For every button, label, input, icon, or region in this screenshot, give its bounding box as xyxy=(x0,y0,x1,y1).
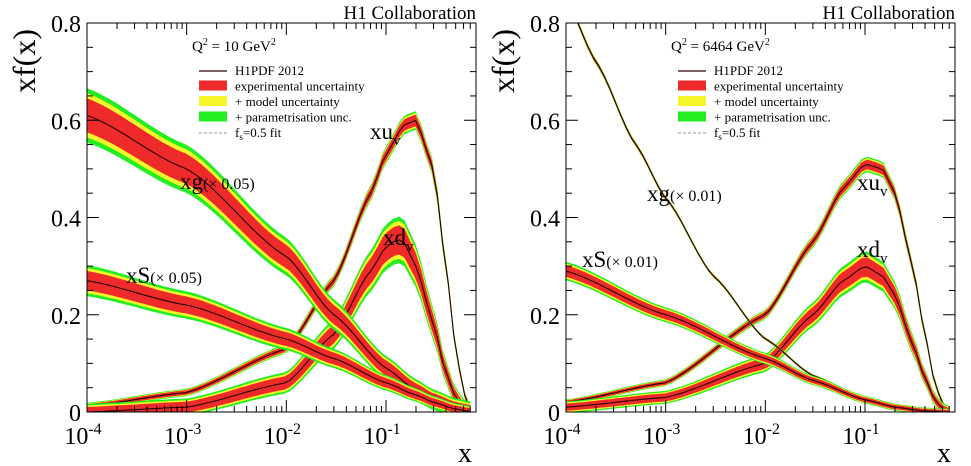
y-tick-label: 0.8 xyxy=(530,12,560,38)
xg-exp-band xyxy=(87,98,471,412)
x-tick-label: 10-2 xyxy=(743,421,780,450)
xdv-central-line xyxy=(87,239,471,412)
legend-fit-label: fs=0.5 fit xyxy=(235,125,282,142)
legend-exp-label: experimental uncertainty xyxy=(235,79,365,94)
collaboration-label: H1 Collaboration xyxy=(823,3,956,24)
q2-label: Q2 = 10 GeV2 xyxy=(192,37,276,55)
legend-model-label: + model uncertainty xyxy=(714,94,819,109)
xuv-central-line xyxy=(566,163,950,412)
collaboration-label: H1 Collaboration xyxy=(344,3,477,24)
legend-param-label: + parametrisation unc. xyxy=(714,110,831,125)
y-axis-title: xf(x) xyxy=(6,29,42,93)
x-tick-label: 10-3 xyxy=(164,421,201,450)
xg-central-line xyxy=(87,114,471,412)
x-tick-label: 10-4 xyxy=(64,421,101,450)
plot-area xyxy=(87,88,471,412)
legend-param-swatch xyxy=(199,111,227,122)
label-xg: xg(× 0.05) xyxy=(180,169,255,194)
chart-panel-1: 0 0.2 0.4 0.6 0.8 10-4 10-3 10-2 10-1 xf(x) x H1 Co… xyxy=(6,3,477,466)
x-tick-label: 10-1 xyxy=(842,421,879,450)
y-tick-label: 0 xyxy=(548,401,560,427)
label-xdv: xdv xyxy=(857,237,888,267)
y-tick-label: 0.4 xyxy=(530,207,560,233)
xg-exp-band xyxy=(577,23,950,412)
xuv-central-line xyxy=(87,119,471,410)
label-xuv: xuv xyxy=(857,170,888,200)
legend-exp-swatch xyxy=(678,80,706,91)
y-tick-label: 0.2 xyxy=(51,304,81,330)
y-tick-label: 0 xyxy=(69,401,81,427)
xS-central-line xyxy=(566,270,950,412)
xg-central-line xyxy=(577,23,950,412)
legend-exp-swatch xyxy=(199,80,227,91)
x-tick-label: 10-2 xyxy=(264,421,301,450)
legend-exp-label: experimental uncertainty xyxy=(714,79,844,94)
legend-central-label: H1PDF 2012 xyxy=(714,63,783,78)
y-tick-label: 0.6 xyxy=(51,109,81,135)
plot-area xyxy=(566,23,950,412)
xuv-exp-band xyxy=(87,114,471,412)
x-tick-label: 10-1 xyxy=(363,421,400,450)
y-axis-title: xf(x) xyxy=(485,29,521,93)
legend-model-swatch xyxy=(199,96,227,106)
label-xg: xg(× 0.01) xyxy=(647,181,722,206)
xg-model-band xyxy=(576,23,950,412)
legend-fit-label: fs=0.5 fit xyxy=(714,125,761,142)
q2-label: Q2 = 6464 GeV2 xyxy=(671,37,770,55)
legend-model-label: + model uncertainty xyxy=(235,94,340,109)
label-xs: xS(× 0.01) xyxy=(582,247,658,272)
label-xuv: xuv xyxy=(370,119,401,149)
label-xs: xS(× 0.05) xyxy=(126,263,202,288)
xdv-exp-band xyxy=(87,225,471,412)
legend-param-label: + parametrisation unc. xyxy=(235,110,352,125)
xS-exp-band xyxy=(87,271,471,412)
x-axis-title: x xyxy=(937,438,951,466)
y-tick-label: 0.6 xyxy=(530,109,560,135)
xg-param-band xyxy=(576,23,950,412)
x-axis-title: x xyxy=(458,438,472,466)
y-tick-label: 0.8 xyxy=(51,12,81,38)
legend-param-swatch xyxy=(678,111,706,122)
label-xdv: xdv xyxy=(383,225,414,255)
x-tick-label: 10-3 xyxy=(643,421,680,450)
x-tick-label: 10-4 xyxy=(543,421,580,450)
xS-central-line xyxy=(87,280,471,412)
xdv-central-line xyxy=(566,266,950,412)
legend-model-swatch xyxy=(678,96,706,106)
legend-central-label: H1PDF 2012 xyxy=(235,63,304,78)
y-tick-label: 0.2 xyxy=(530,304,560,330)
y-tick-label: 0.4 xyxy=(51,207,81,233)
chart-panel-2: 0 0.2 0.4 0.6 0.8 10-4 10-3 10-2 10-1 xf(x) x H1 Co… xyxy=(485,3,956,466)
xg-fs-fit-line xyxy=(577,23,950,412)
